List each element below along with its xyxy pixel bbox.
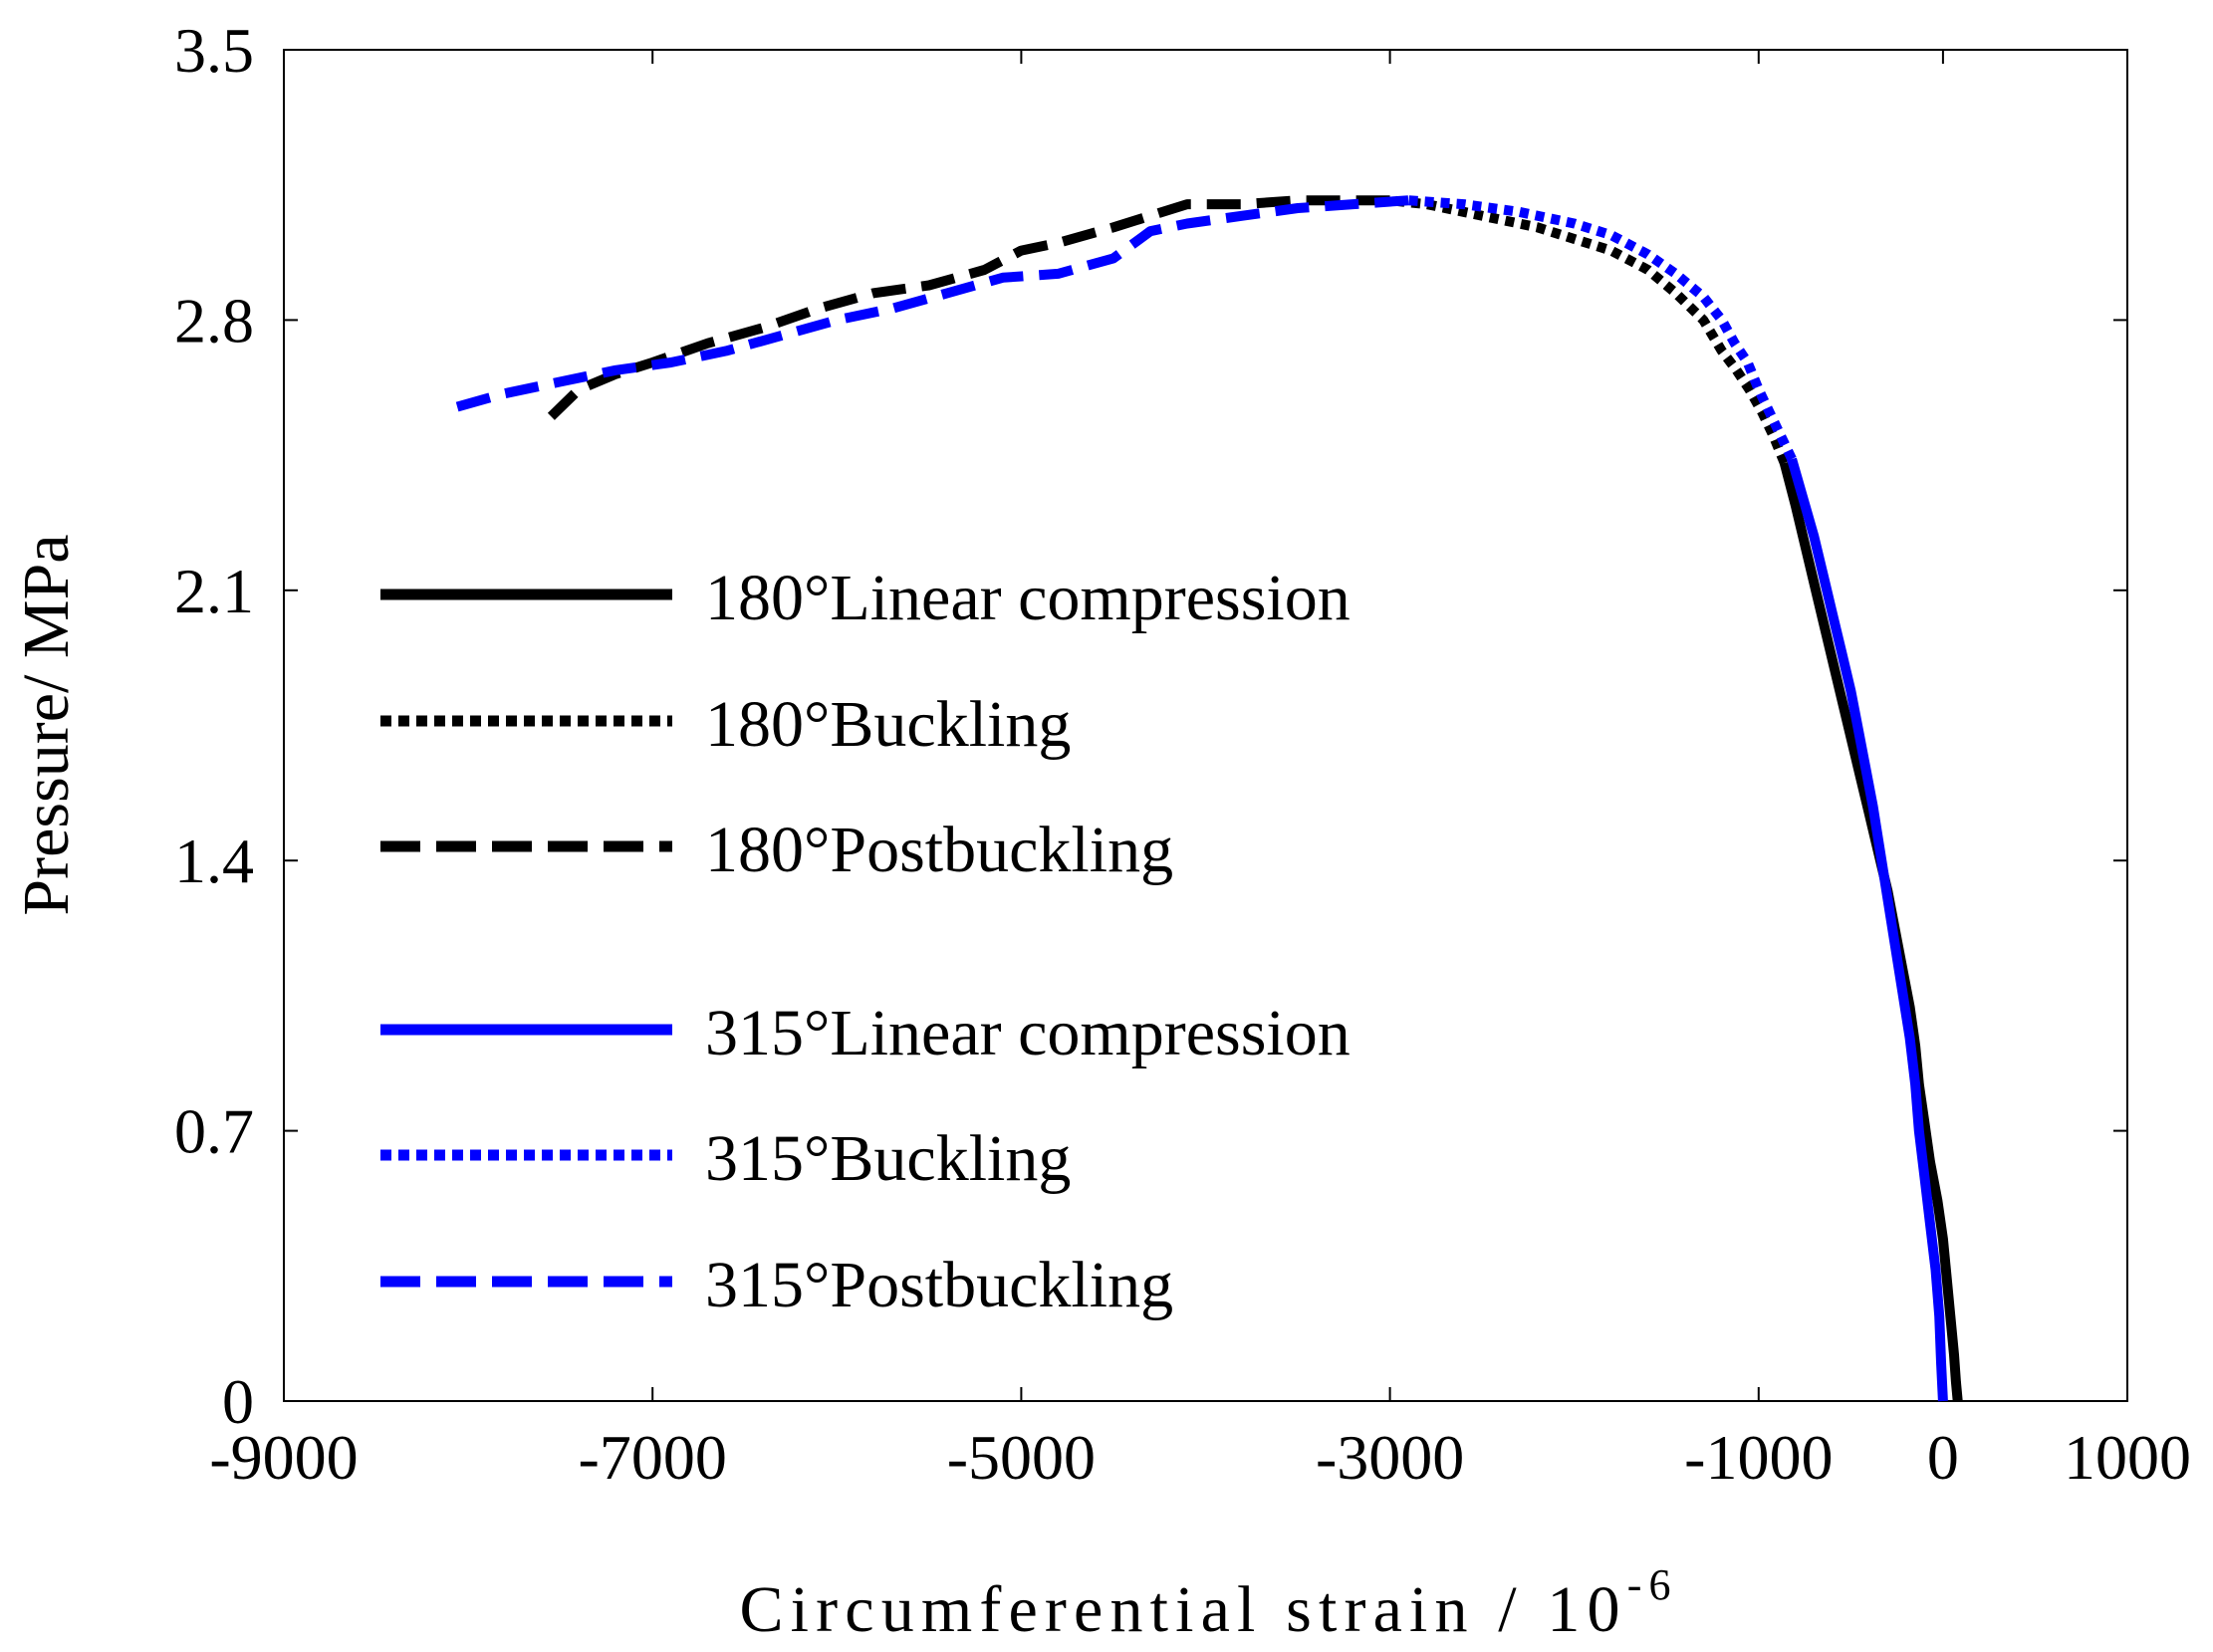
legend-label-1: 180°Buckling bbox=[705, 688, 1071, 761]
plot-area-frame bbox=[283, 49, 2128, 1402]
y-tick-label: 3.5 bbox=[174, 15, 254, 86]
x-axis-title-exponent: -6 bbox=[1627, 1560, 1671, 1609]
y-tick-label: 2.1 bbox=[174, 556, 254, 626]
x-axis-title: Circumferential strain / 10 -6 bbox=[740, 1560, 1671, 1646]
y-tick-label: 2.8 bbox=[174, 285, 254, 355]
x-axis: -9000 -7000 -5000 -3000 -1000 0 1000 bbox=[209, 50, 2191, 1493]
legend-label-5: 315°Postbuckling bbox=[705, 1249, 1173, 1321]
legend-label-4: 315°Buckling bbox=[705, 1122, 1071, 1195]
y-tick-label: 0.7 bbox=[174, 1096, 254, 1167]
legend-label-0: 180°Linear compression bbox=[705, 562, 1351, 634]
y-tick-label: 1.4 bbox=[174, 826, 254, 896]
series-line-4 bbox=[1407, 195, 1797, 462]
x-tick-label: -1000 bbox=[1684, 1422, 1833, 1493]
series-line-2 bbox=[547, 195, 1390, 420]
series-line-5 bbox=[448, 195, 1409, 414]
legend-label-3: 315°Linear compression bbox=[705, 997, 1351, 1069]
series-line-3 bbox=[1787, 457, 1948, 1402]
series-line-1 bbox=[1389, 195, 1790, 465]
y-axis-title: Pressure/ MPa bbox=[10, 534, 83, 915]
x-tick-label: -5000 bbox=[947, 1422, 1096, 1493]
x-axis-title-main: Circumferential strain / 10 bbox=[740, 1573, 1620, 1646]
x-tick-label: 1000 bbox=[2064, 1422, 2191, 1493]
x-tick-label: -7000 bbox=[579, 1422, 727, 1493]
x-tick-label: -3000 bbox=[1316, 1422, 1464, 1493]
x-tick-label: 0 bbox=[1927, 1422, 1959, 1493]
y-axis: 0 0.7 1.4 2.1 2.8 3.5 bbox=[174, 15, 2127, 1437]
y-tick-label: 0 bbox=[222, 1366, 254, 1437]
x-tick-label: -9000 bbox=[209, 1422, 358, 1493]
series-lines bbox=[448, 195, 1963, 1402]
legend-label-2: 180°Postbuckling bbox=[705, 814, 1173, 886]
legend: 180°Linear compression 180°Buckling 180°Po… bbox=[380, 562, 1351, 1321]
